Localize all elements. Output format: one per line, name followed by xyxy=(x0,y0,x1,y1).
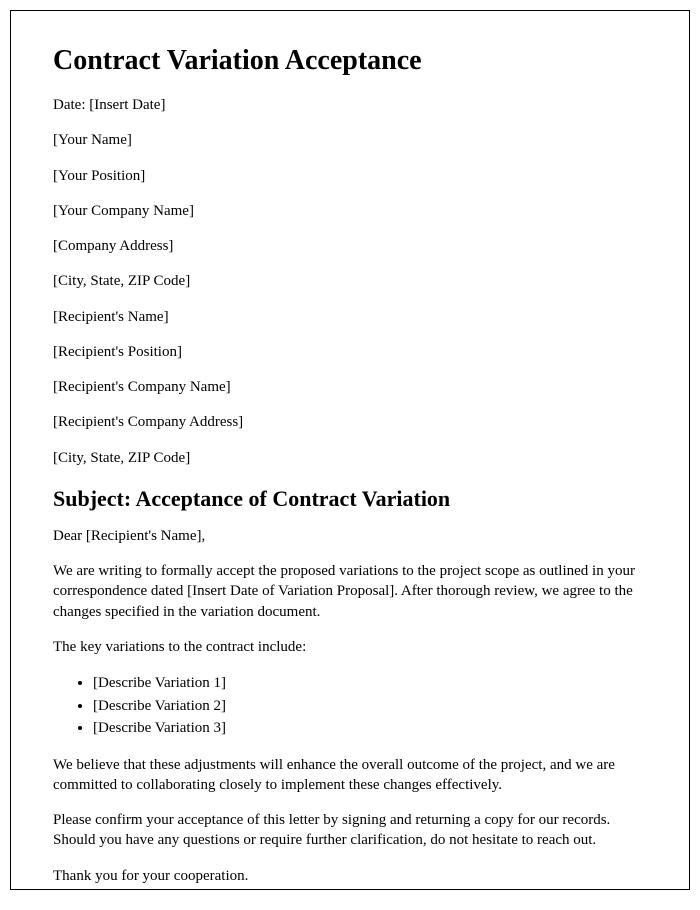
header-field: [Your Company Name] xyxy=(53,201,647,221)
list-item: [Describe Variation 2] xyxy=(93,695,647,718)
page-title: Contract Variation Acceptance xyxy=(53,45,647,77)
body-paragraph: The key variations to the contract inclu… xyxy=(53,637,647,657)
document-page: Contract Variation Acceptance Date: [Ins… xyxy=(10,10,690,890)
body-paragraph: Thank you for your cooperation. xyxy=(53,866,647,886)
list-item: [Describe Variation 3] xyxy=(93,717,647,740)
variations-list: [Describe Variation 1] [Describe Variati… xyxy=(53,672,647,740)
header-field: [City, State, ZIP Code] xyxy=(53,448,647,468)
header-field: [Recipient's Company Name] xyxy=(53,377,647,397)
header-field: [Your Position] xyxy=(53,166,647,186)
body-paragraph: We believe that these adjustments will e… xyxy=(53,755,647,796)
header-field: [Your Name] xyxy=(53,130,647,150)
header-field: [Recipient's Name] xyxy=(53,307,647,327)
list-item: [Describe Variation 1] xyxy=(93,672,647,695)
header-field: [Recipient's Company Address] xyxy=(53,412,647,432)
header-field: [City, State, ZIP Code] xyxy=(53,271,647,291)
salutation: Dear [Recipient's Name], xyxy=(53,526,647,546)
header-field: [Company Address] xyxy=(53,236,647,256)
header-field: Date: [Insert Date] xyxy=(53,95,647,115)
subject-heading: Subject: Acceptance of Contract Variatio… xyxy=(53,486,647,512)
header-field: [Recipient's Position] xyxy=(53,342,647,362)
body-paragraph: We are writing to formally accept the pr… xyxy=(53,561,647,622)
body-paragraph: Please confirm your acceptance of this l… xyxy=(53,810,647,851)
